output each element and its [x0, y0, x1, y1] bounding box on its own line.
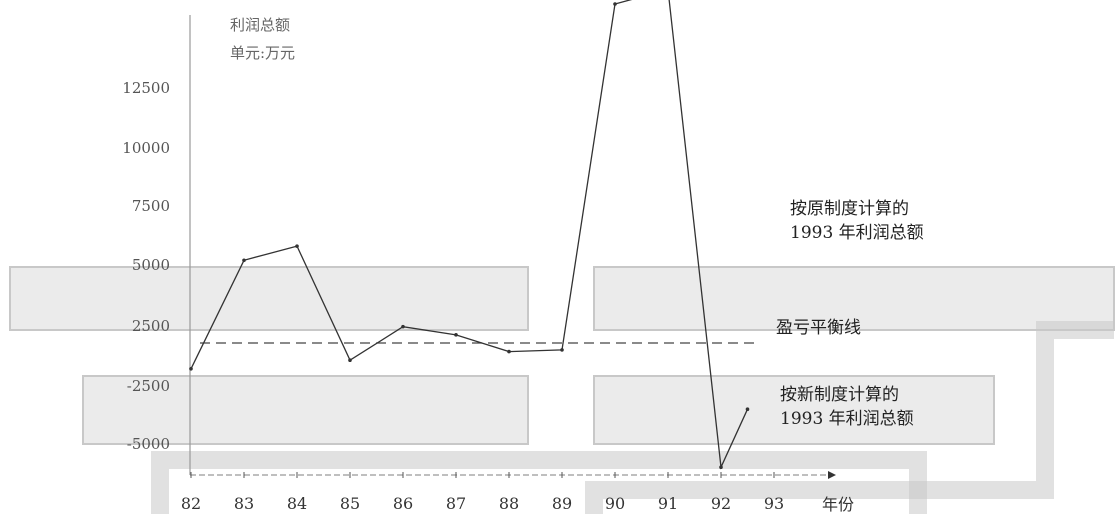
annotation-new-line: 按新制度计算的 [780, 385, 899, 405]
y-tick-label: 7500 [132, 197, 170, 215]
overlay-block-mid-right [593, 375, 995, 445]
overlay-block-mid-left [82, 375, 529, 445]
x-tick-label: 82 [181, 494, 201, 513]
chart-title: 利润总额 [230, 16, 290, 34]
x-tick-label: 84 [287, 494, 307, 513]
gray-overlay-shapes [9, 266, 1115, 514]
x-tick-label: 86 [393, 494, 413, 513]
x-axis-ticks: 82 83 84 85 86 87 88 89 90 91 92 93 [181, 472, 784, 513]
y-tick-label: 12500 [122, 79, 170, 97]
series-group [189, 0, 750, 470]
annotation-breakeven-line: 盈亏平衡线 [776, 318, 861, 338]
y-tick-label: -2500 [127, 377, 170, 395]
series-line [190, 0, 749, 470]
x-axis-label: 年份 [822, 495, 854, 514]
x-tick-label: 83 [234, 494, 254, 513]
data-point [348, 358, 352, 363]
data-point [401, 324, 405, 329]
y-tick-label: 10000 [122, 139, 170, 157]
annotation-original-line: 按原制度计算的 [790, 199, 909, 219]
x-tick-label: 89 [552, 494, 572, 513]
annotation-new-line: 1993 年利润总额 [780, 409, 914, 429]
x-tick-label: 85 [340, 494, 360, 513]
data-point [507, 349, 511, 354]
data-point [560, 348, 564, 352]
data-point [719, 465, 723, 470]
x-axis-arrowhead [828, 471, 836, 479]
x-tick-label: 91 [658, 494, 678, 513]
y-axis-ticks: 12500 10000 7500 5000 2500 -2500 -5000 [122, 79, 170, 453]
annotation-original-line: 1993 年利润总额 [790, 223, 924, 243]
axes [189, 15, 836, 479]
data-point [454, 333, 458, 337]
x-tick-label: 88 [499, 494, 519, 513]
data-point [295, 244, 299, 248]
y-tick-label: -5000 [127, 435, 170, 453]
x-tick-label: 92 [711, 494, 731, 513]
x-tick-label: 87 [446, 494, 466, 513]
x-tick-label: 90 [605, 494, 625, 513]
y-axis-unit-label: 单元:万元 [230, 44, 295, 62]
overlay-block-top-right [593, 266, 1115, 331]
overlay-block-top-left [9, 266, 529, 331]
data-point [189, 367, 193, 371]
data-point [242, 258, 246, 263]
y-tick-label: 2500 [132, 317, 170, 335]
x-tick-label: 93 [764, 494, 784, 513]
overlay-frame-right [585, 321, 1114, 514]
data-point [613, 2, 617, 6]
data-point [745, 407, 750, 412]
y-tick-label: 5000 [132, 256, 170, 274]
